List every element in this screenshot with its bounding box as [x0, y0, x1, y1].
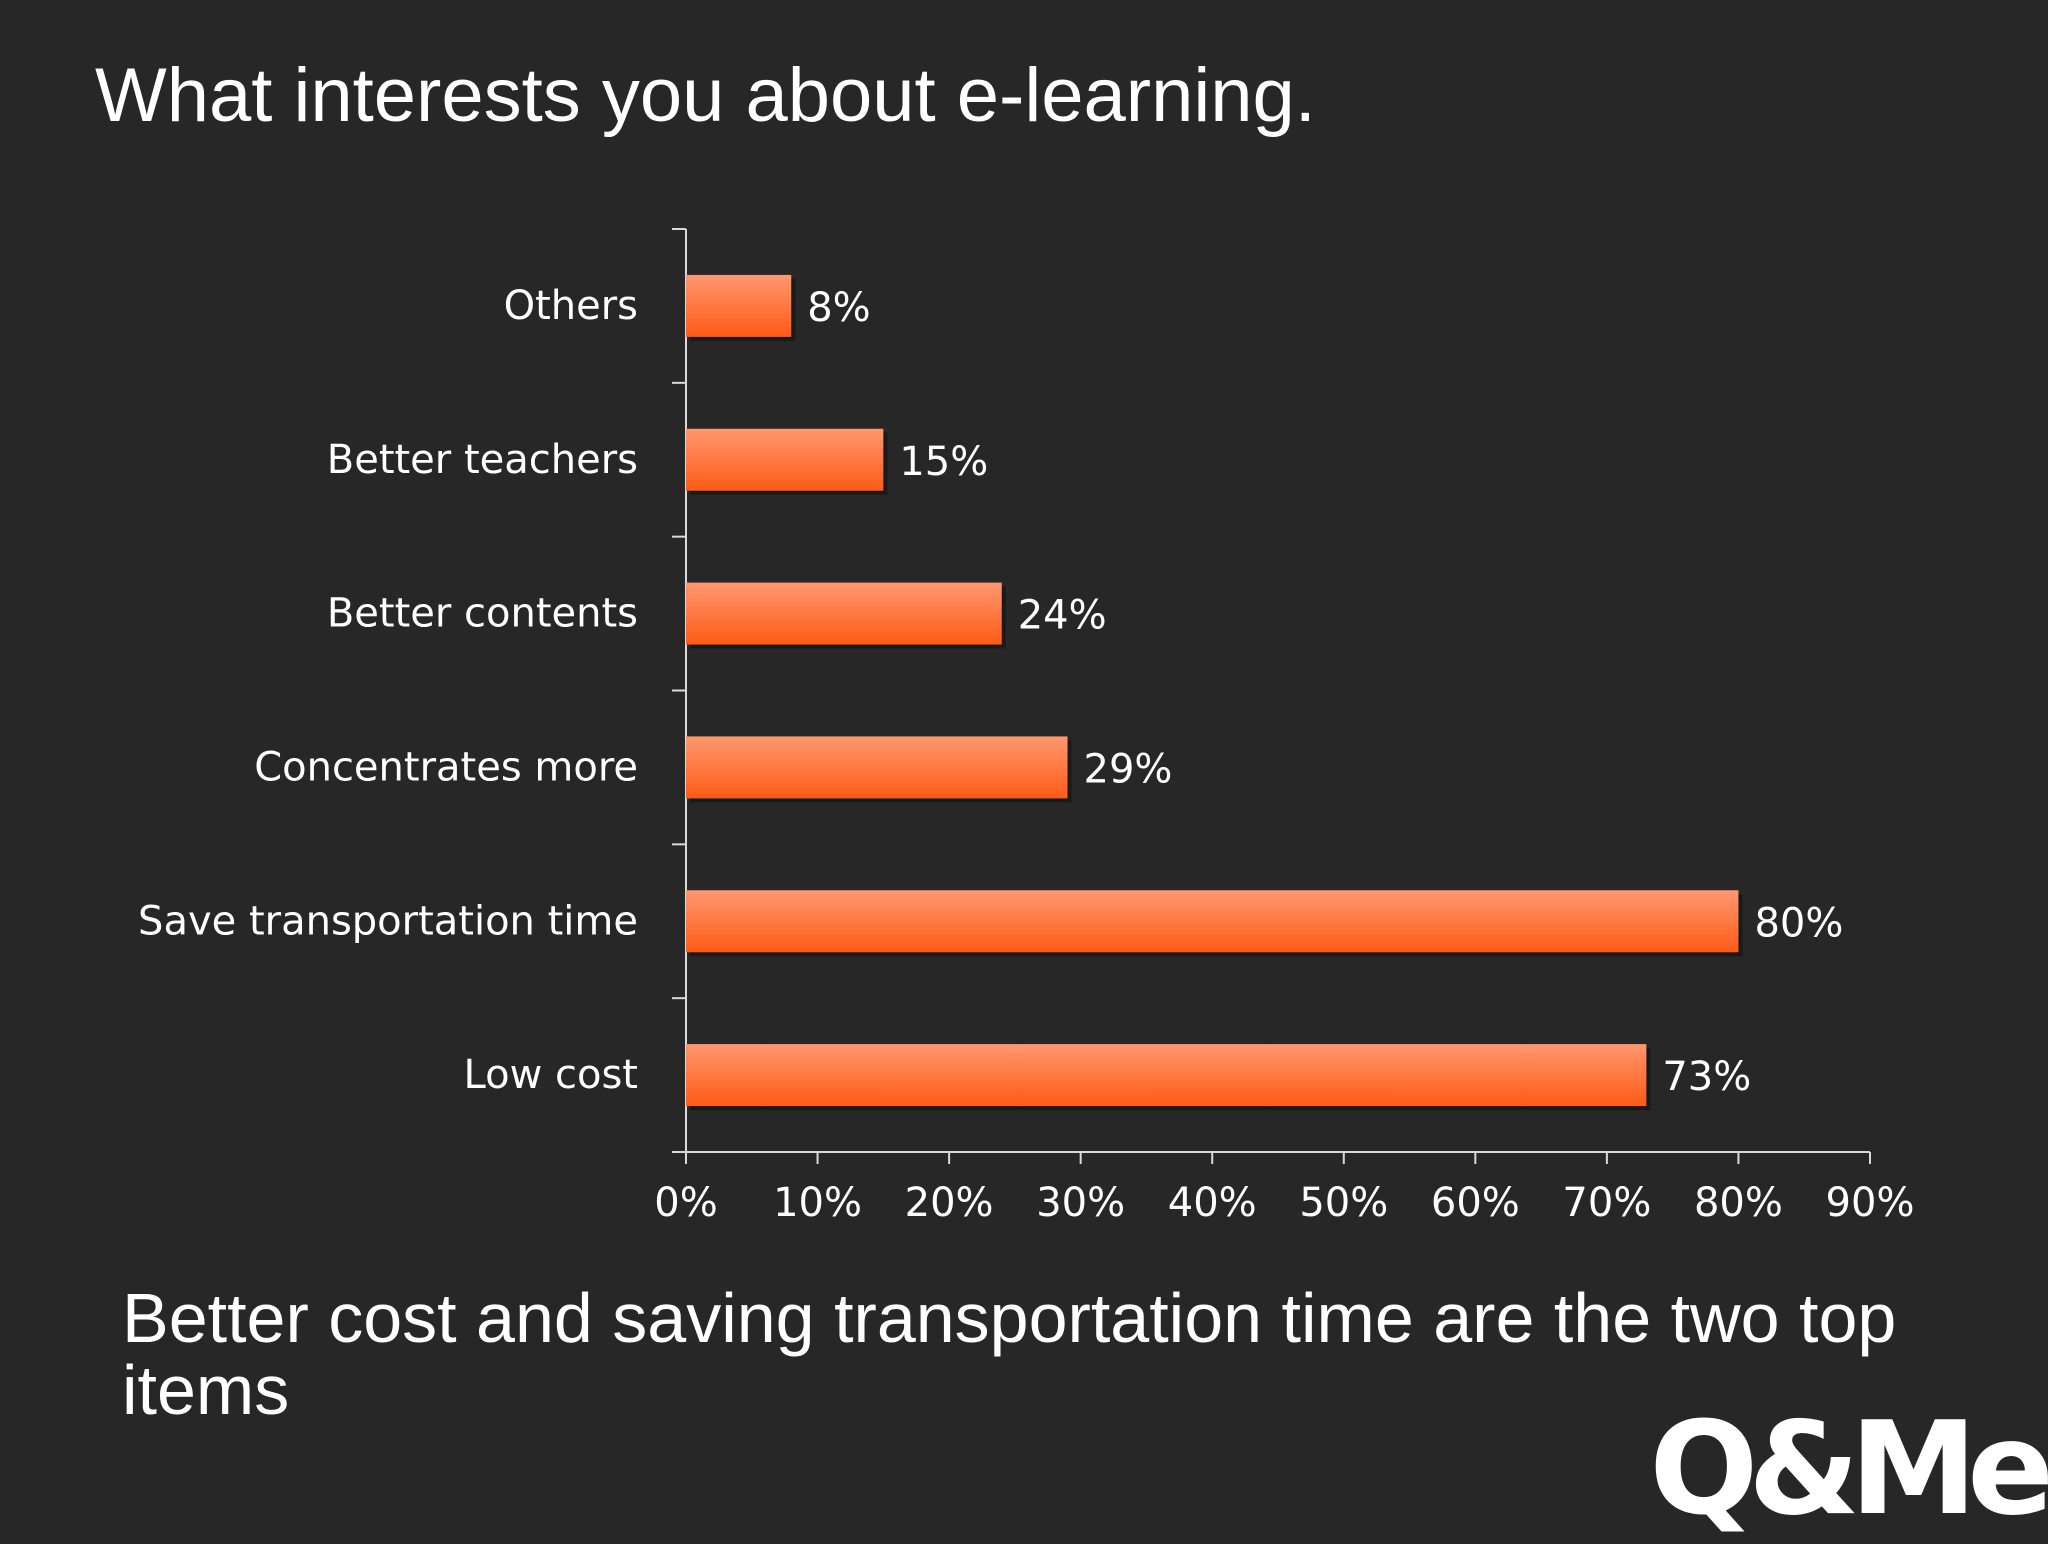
x-tick-label: 70% [1562, 1180, 1651, 1226]
bar [686, 890, 1739, 953]
value-labels: 8% 15% 24% 29% 80% 73% [807, 285, 1843, 1100]
x-tick-label: 40% [1168, 1180, 1257, 1226]
category-label: Save transportation time [138, 898, 638, 944]
x-tick-label: 60% [1431, 1180, 1520, 1226]
slide-caption: Better cost and saving transportation ti… [122, 1279, 1897, 1429]
category-label: Better contents [327, 591, 638, 637]
chart-bars [686, 274, 1743, 1111]
x-tick-label: 20% [905, 1180, 994, 1226]
x-tick-label: 0% [654, 1180, 717, 1226]
x-tick-label: 10% [773, 1180, 862, 1226]
category-label: Concentrates more [254, 744, 638, 790]
chart-axes [672, 228, 1871, 1164]
x-tick-labels: 0% 10% 20% 30% 40% 50% 60% 70% 80% 90% [654, 1180, 1914, 1226]
value-label: 80% [1754, 900, 1843, 946]
category-labels: Others Better teachers Better contents Conc… [138, 283, 638, 1098]
value-label: 73% [1662, 1054, 1751, 1100]
value-label: 29% [1084, 746, 1173, 792]
value-label: 24% [1018, 593, 1107, 639]
value-label: 8% [807, 285, 870, 331]
bar [686, 428, 884, 491]
bar [686, 274, 792, 337]
category-label: Better teachers [327, 437, 638, 483]
bar [686, 736, 1068, 799]
x-tick-label: 30% [1036, 1180, 1125, 1226]
x-tick-label: 90% [1826, 1180, 1915, 1226]
brand-logo: Q&Me [1649, 1395, 2048, 1544]
category-label: Others [504, 283, 638, 329]
bar [686, 582, 1002, 645]
value-label: 15% [899, 439, 988, 485]
x-tick-label: 80% [1694, 1180, 1783, 1226]
slide-title: What interests you about e-learning. [95, 53, 1316, 138]
category-label: Low cost [464, 1052, 638, 1098]
x-tick-label: 50% [1299, 1180, 1388, 1226]
bar [686, 1044, 1647, 1107]
